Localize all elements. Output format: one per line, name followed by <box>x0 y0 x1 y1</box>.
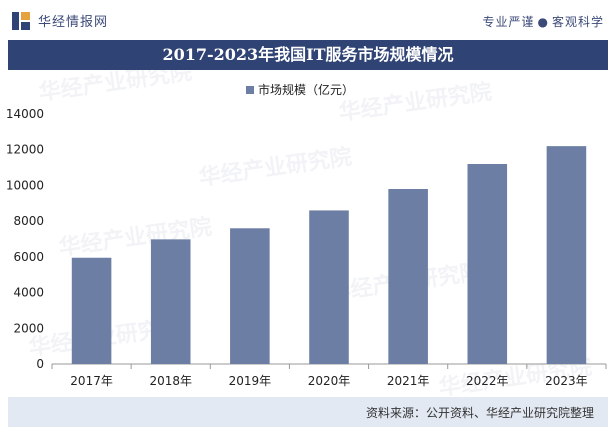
y-tick-label: 0 <box>36 357 44 371</box>
x-tick-label: 2020年 <box>308 374 351 388</box>
logo: 华经情报网 <box>12 11 108 30</box>
source-note: 资料来源：公开资料、华经产业研究院整理 <box>365 406 594 420</box>
watermark-text: 华经产业研究院 <box>337 79 493 126</box>
slogan-dot-icon: ● <box>537 15 549 29</box>
y-tick-label: 10000 <box>6 178 44 192</box>
chart-title: 2017-2023年我国IT服务市场规模情况 <box>8 40 608 70</box>
y-tick-label: 4000 <box>13 286 44 300</box>
legend-label: 市场规模（亿元） <box>258 82 354 97</box>
footer-bar: 资料来源：公开资料、华经产业研究院整理 <box>8 397 608 427</box>
bar <box>467 164 508 364</box>
bar-chart: 华经产业研究院华经产业研究院华经产业研究院华经产业研究院华经产业研究院华经产业研… <box>6 59 607 397</box>
logo-icon <box>12 11 30 30</box>
bar <box>230 228 270 364</box>
y-tick-label: 12000 <box>6 143 44 157</box>
y-tick-label: 2000 <box>13 321 44 335</box>
slogan-right: 客观科学 <box>551 15 604 29</box>
watermark-text: 华经产业研究院 <box>197 144 353 191</box>
logo-text: 华经情报网 <box>38 15 109 30</box>
bar <box>309 210 349 364</box>
bar <box>546 146 587 364</box>
x-tick-label: 2023年 <box>545 374 588 388</box>
x-tick-label: 2022年 <box>466 374 509 388</box>
legend-swatch <box>246 86 254 94</box>
y-tick-label: 14000 <box>6 107 44 121</box>
x-tick-label: 2021年 <box>387 374 430 388</box>
bar <box>150 239 191 364</box>
x-tick-label: 2017年 <box>70 374 113 388</box>
slogan-left: 专业严谨 <box>482 15 535 29</box>
y-tick-label: 8000 <box>13 214 44 228</box>
bar <box>388 189 428 364</box>
y-tick-label: 6000 <box>13 250 44 264</box>
watermark-text: 华经产业研究院 <box>37 59 193 106</box>
top-bar: 华经情报网 专业严谨 ● 客观科学 <box>0 0 616 40</box>
x-tick-label: 2019年 <box>229 374 272 388</box>
x-tick-label: 2018年 <box>149 374 192 388</box>
slogan: 专业严谨 ● 客观科学 <box>482 13 604 30</box>
bar <box>71 257 112 364</box>
